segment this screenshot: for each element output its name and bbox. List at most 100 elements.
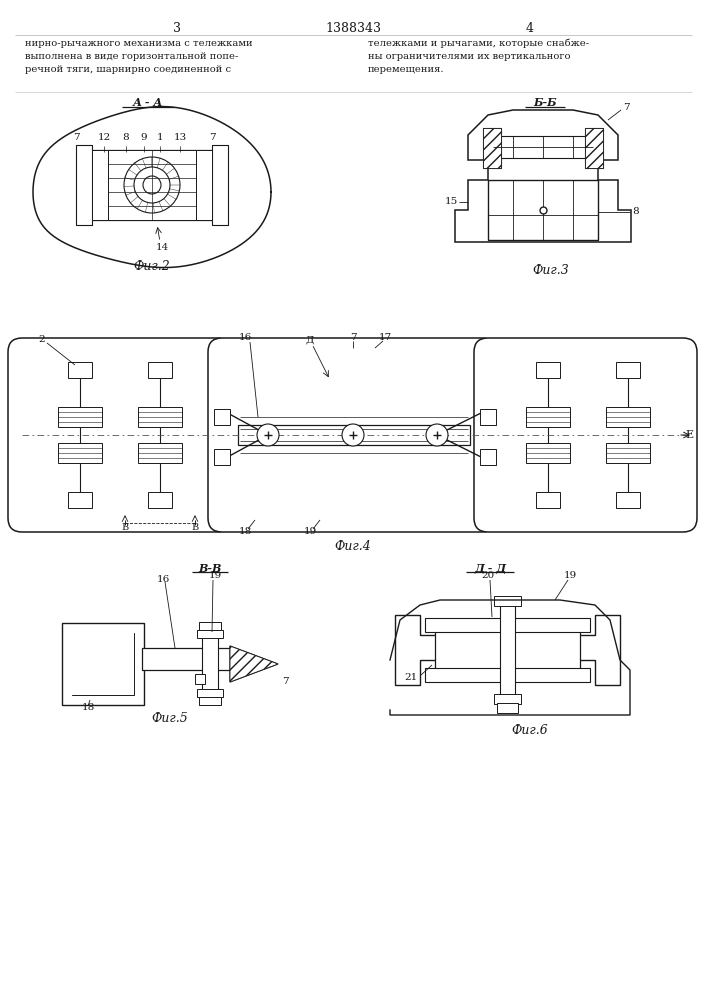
Text: нирно-рычажного механизма с тележками
выполнена в виде горизонтальной попе-
речн: нирно-рычажного механизма с тележками вы… (25, 39, 252, 74)
Bar (435, 630, 580, 670)
Bar (142, 648, 232, 670)
Bar (212, 145, 228, 225)
Text: 7: 7 (282, 678, 288, 686)
Text: тележками и рычагами, которые снабже-
ны ограничителями их вертикального
перемещ: тележками и рычагами, которые снабже- ны… (368, 39, 589, 74)
Text: 1388343: 1388343 (325, 21, 381, 34)
Bar (199, 697, 221, 705)
Bar (238, 425, 470, 445)
Text: 17: 17 (378, 334, 392, 342)
Bar (76, 145, 92, 225)
Bar (148, 492, 172, 508)
Text: 8: 8 (633, 208, 639, 217)
Text: 12: 12 (98, 132, 110, 141)
Text: Фиг.5: Фиг.5 (151, 712, 188, 724)
FancyBboxPatch shape (474, 338, 697, 532)
Text: В-В: В-В (198, 562, 222, 574)
Bar (606, 407, 650, 427)
Bar (483, 128, 501, 168)
Bar (493, 136, 593, 158)
Bar (585, 128, 603, 168)
Bar (58, 443, 102, 463)
Bar (616, 492, 640, 508)
Text: 7: 7 (73, 132, 79, 141)
Text: 4: 4 (526, 21, 534, 34)
Bar (202, 635, 218, 690)
Bar (497, 703, 518, 713)
Bar (197, 689, 223, 697)
Bar (425, 668, 590, 682)
Text: 13: 13 (173, 132, 187, 141)
Bar (195, 674, 205, 684)
Bar (536, 492, 560, 508)
Bar (148, 362, 172, 378)
Bar (494, 596, 521, 606)
Text: 16: 16 (238, 334, 252, 342)
Text: 20: 20 (481, 570, 495, 580)
Bar (494, 694, 521, 704)
Bar (196, 150, 212, 220)
Bar (488, 180, 598, 240)
Bar (483, 128, 501, 168)
Text: 1: 1 (157, 132, 163, 141)
Bar (142, 648, 232, 670)
Text: Д: Д (306, 336, 314, 344)
Bar (536, 362, 560, 378)
Polygon shape (230, 646, 278, 682)
Bar (62, 623, 144, 705)
Bar (214, 409, 230, 425)
Bar (425, 618, 590, 632)
Circle shape (426, 424, 448, 446)
Text: 19: 19 (563, 570, 577, 580)
Bar (616, 362, 640, 378)
Bar (72, 633, 134, 695)
Bar (92, 150, 108, 220)
Text: Фиг.4: Фиг.4 (334, 540, 371, 552)
Text: 9: 9 (141, 132, 147, 141)
Bar (58, 407, 102, 427)
Bar (500, 600, 515, 700)
Bar (72, 633, 134, 695)
Bar (92, 150, 108, 220)
Bar (526, 407, 570, 427)
Bar (62, 623, 144, 705)
Bar (199, 622, 221, 630)
FancyBboxPatch shape (8, 338, 231, 532)
Text: 18: 18 (81, 704, 95, 712)
Text: 15: 15 (445, 198, 457, 207)
Bar (197, 630, 223, 638)
Text: 7: 7 (209, 132, 216, 141)
Text: 16: 16 (156, 576, 170, 584)
Bar (68, 492, 92, 508)
Bar (138, 407, 182, 427)
Text: 19: 19 (303, 528, 317, 536)
Text: 3: 3 (173, 21, 181, 34)
Bar (212, 145, 228, 225)
Text: А - А: А - А (133, 98, 163, 108)
Text: В: В (192, 524, 199, 532)
Text: Фиг.6: Фиг.6 (512, 724, 549, 736)
Bar (196, 150, 212, 220)
Text: 8: 8 (123, 132, 129, 141)
Text: 7: 7 (350, 334, 356, 342)
Bar (68, 362, 92, 378)
Text: 2: 2 (39, 336, 45, 344)
Bar (526, 443, 570, 463)
Bar (480, 449, 496, 465)
Bar (480, 409, 496, 425)
Text: 14: 14 (156, 242, 169, 251)
Circle shape (257, 424, 279, 446)
Text: 19: 19 (209, 570, 221, 580)
Bar (108, 150, 196, 220)
Text: Фиг.3: Фиг.3 (532, 263, 569, 276)
FancyBboxPatch shape (208, 338, 496, 532)
Bar (76, 145, 92, 225)
Bar (92, 150, 212, 220)
Text: Д - Д: Д - Д (474, 562, 506, 574)
Bar (585, 128, 603, 168)
Text: 7: 7 (623, 103, 629, 111)
Polygon shape (455, 110, 631, 242)
Polygon shape (395, 615, 440, 685)
Circle shape (342, 424, 364, 446)
Bar (606, 443, 650, 463)
Text: Е: Е (685, 430, 693, 440)
